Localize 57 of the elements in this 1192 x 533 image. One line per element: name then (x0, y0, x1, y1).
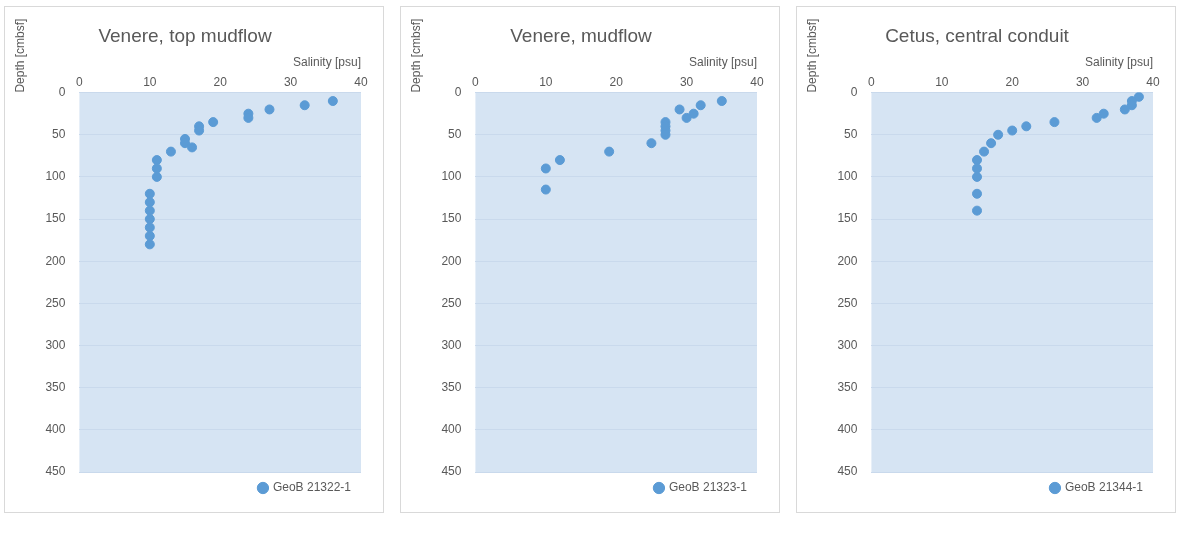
x-tick-label: 30 (283, 74, 298, 89)
y-tick-label: 150 (441, 211, 462, 226)
y-tick-label: 450 (441, 464, 462, 479)
chart-title: Venere, top mudflow (98, 24, 272, 46)
y-axis-title: Depth [cmbsf] (12, 18, 27, 93)
x-tick-label: 10 (539, 74, 553, 89)
legend-label: GeoB 21344-1 (1064, 480, 1144, 495)
y-tick-label: 50 (52, 127, 66, 142)
y-tick-label: 450 (837, 464, 858, 479)
x-axis-title: Salinity [psu] (292, 55, 361, 70)
y-tick-label: 350 (45, 380, 66, 394)
y-tick-label: 150 (837, 211, 858, 226)
legend-label: GeoB 21322-1 (272, 480, 352, 495)
y-tick-label: 200 (837, 253, 858, 268)
y-tick-label: 450 (45, 464, 66, 479)
y-tick-label: 50 (844, 127, 858, 142)
x-tick-label: 0 (76, 74, 84, 89)
y-tick-label: 400 (441, 422, 462, 437)
x-axis-title: Salinity [psu] (1084, 55, 1153, 70)
x-tick-label: 40 (1146, 74, 1160, 89)
x-tick-label: 40 (750, 74, 764, 89)
x-tick-label: 30 (1075, 74, 1090, 89)
y-tick-label: 100 (837, 169, 858, 184)
y-tick-label: 350 (837, 380, 858, 394)
x-tick-label: 10 (143, 74, 157, 89)
x-tick-label: 20 (213, 74, 228, 89)
y-tick-label: 250 (837, 295, 858, 310)
x-tick-label: 10 (935, 74, 949, 89)
y-tick-label: 0 (850, 84, 858, 99)
y-tick-label: 100 (45, 169, 66, 184)
y-tick-label: 150 (45, 211, 66, 226)
x-tick-label: 0 (868, 74, 876, 89)
y-tick-label: 0 (454, 84, 462, 99)
y-tick-label: 400 (837, 422, 858, 437)
chart-title: Venere, mudflow (510, 24, 653, 46)
y-tick-label: 200 (441, 253, 462, 268)
legend-label: GeoB 21323-1 (668, 480, 748, 495)
y-tick-label: 200 (45, 253, 66, 268)
y-tick-label: 300 (441, 337, 462, 352)
y-tick-label: 250 (441, 295, 462, 310)
y-tick-label: 400 (45, 422, 66, 437)
y-axis-title: Depth [cmbsf] (408, 18, 423, 93)
x-tick-label: 20 (1005, 74, 1020, 89)
y-tick-label: 350 (441, 380, 462, 394)
x-tick-label: 20 (609, 74, 624, 89)
y-tick-label: 300 (45, 337, 66, 352)
x-axis-title: Salinity [psu] (688, 55, 757, 70)
y-tick-label: 50 (448, 127, 462, 142)
x-tick-label: 30 (679, 74, 694, 89)
x-tick-label: 40 (354, 74, 368, 89)
y-tick-label: 250 (45, 295, 66, 310)
y-axis-title: Depth [cmbsf] (804, 18, 819, 93)
y-tick-label: 0 (58, 84, 66, 99)
y-tick-label: 100 (441, 169, 462, 184)
x-tick-label: 0 (472, 74, 480, 89)
y-tick-label: 300 (837, 337, 858, 352)
chart-title: Cetus, central conduit (885, 24, 1070, 46)
